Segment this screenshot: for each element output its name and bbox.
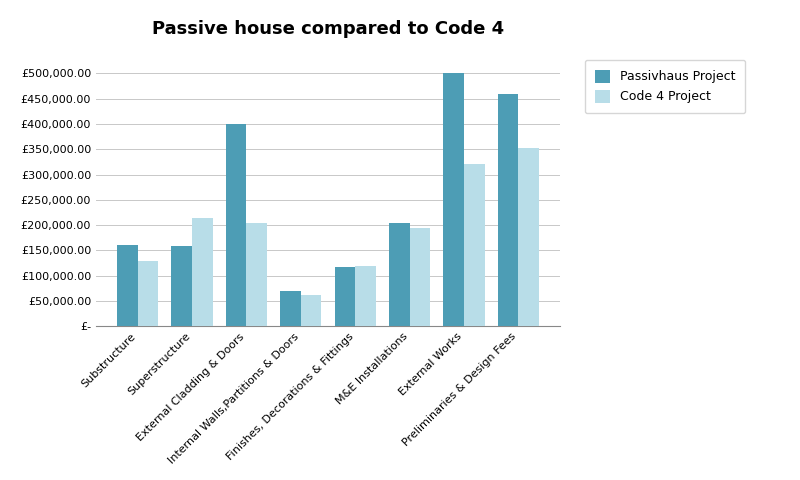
Bar [192, 217, 213, 326]
Bar [280, 291, 301, 326]
Bar [138, 261, 158, 326]
Bar [518, 148, 539, 326]
Bar [334, 267, 355, 326]
Bar [301, 295, 322, 326]
Title: Passive house compared to Code 4: Passive house compared to Code 4 [152, 20, 504, 38]
Bar [171, 246, 192, 326]
Bar [117, 245, 138, 326]
Bar [443, 73, 464, 326]
Bar [246, 223, 267, 326]
Bar [464, 165, 485, 326]
Bar [389, 223, 410, 326]
Bar [410, 228, 430, 326]
Bar [355, 265, 376, 326]
Legend: Passivhaus Project, Code 4 Project: Passivhaus Project, Code 4 Project [585, 60, 746, 113]
Bar [498, 94, 518, 326]
Bar [226, 124, 246, 326]
